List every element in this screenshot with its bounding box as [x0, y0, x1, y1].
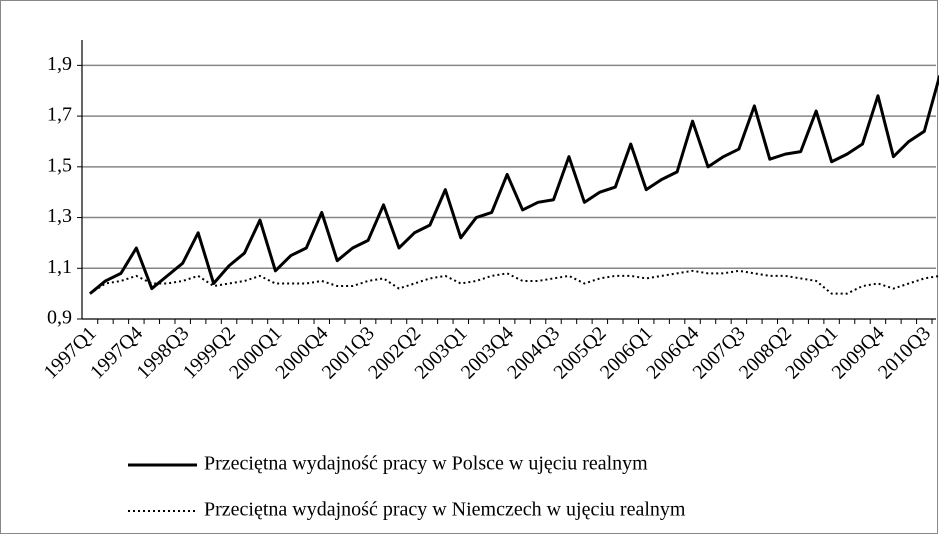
y-tick-label: 1,3	[47, 205, 72, 227]
legend-label: Przeciętna wydajność pracy w Niemczech w…	[204, 499, 686, 521]
legend-label: Przeciętna wydajność pracy w Polsce w uj…	[204, 453, 648, 475]
series-line	[89, 269, 939, 295]
y-tick-label: 0,9	[47, 307, 72, 329]
y-tick-label: 1,9	[47, 53, 72, 75]
y-tick-label: 1,5	[47, 154, 72, 176]
series-line	[89, 75, 939, 295]
y-tick-label: 1,7	[47, 104, 72, 126]
y-tick-label: 1,1	[47, 256, 72, 278]
